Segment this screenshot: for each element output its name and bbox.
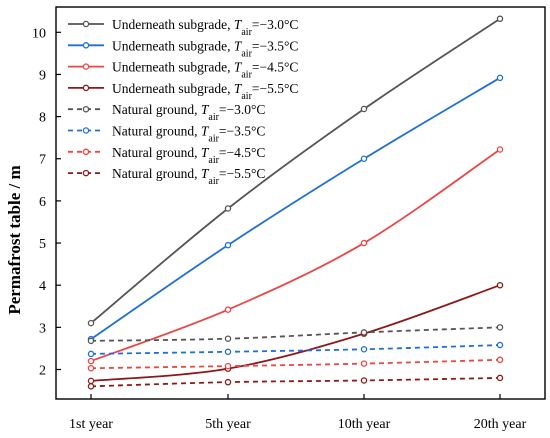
legend-marker — [82, 20, 90, 28]
plot-frame — [55, 6, 546, 400]
data-point — [496, 15, 504, 23]
legend-entry-7: Natural ground, Tair=−4.5°C — [68, 145, 265, 166]
data-point — [224, 335, 232, 342]
data-point — [360, 105, 368, 113]
series-1 — [87, 15, 504, 327]
data-point — [496, 374, 504, 382]
legend-label: Natural ground, Tair=−4.5°C — [112, 145, 265, 166]
x-tick-label: 20th year — [474, 417, 527, 432]
data-point — [496, 356, 504, 364]
y-tick-label: 5 — [39, 237, 46, 252]
series-6 — [87, 341, 504, 358]
y-tick-label: 8 — [39, 111, 46, 126]
series-line — [90, 77, 501, 340]
y-tick-label: 2 — [39, 363, 46, 378]
data-point — [224, 306, 232, 313]
y-tick-label: 10 — [32, 26, 46, 41]
series-7 — [87, 356, 504, 372]
legend-marker — [82, 42, 90, 49]
data-point — [496, 341, 504, 349]
data-point — [496, 74, 504, 82]
legend-marker — [82, 63, 90, 70]
data-point — [224, 362, 232, 370]
data-point — [360, 239, 368, 247]
data-point — [224, 378, 232, 386]
data-point — [87, 364, 95, 372]
legend-marker — [82, 127, 90, 134]
data-point — [87, 350, 95, 358]
legend-label: Natural ground, Tair=−3.5°C — [112, 124, 265, 145]
x-tick-label: 5th year — [205, 417, 251, 432]
data-point — [224, 241, 232, 249]
data-point — [87, 383, 95, 390]
legend-marker — [82, 148, 90, 156]
legend-entry-5: Natural ground, Tair=−3.0°C — [68, 102, 265, 123]
data-point — [87, 337, 95, 345]
y-tick-label: 3 — [39, 321, 46, 336]
series-line — [90, 284, 501, 382]
data-point — [496, 324, 504, 331]
legend-entry-4: Underneath subgrade, Tair=−5.5°C — [68, 81, 298, 102]
series-layer — [87, 15, 504, 390]
series-line — [90, 148, 501, 362]
legend-entry-1: Underneath subgrade, Tair=−3.0°C — [68, 17, 298, 38]
x-tick-label: 10th year — [338, 417, 391, 432]
legend-label: Natural ground, Tair=−5.5°C — [112, 166, 265, 187]
legend-label: Underneath subgrade, Tair=−5.5°C — [112, 81, 298, 102]
y-tick-label: 7 — [39, 153, 46, 168]
data-point — [360, 346, 368, 353]
y-tick-label: 4 — [39, 279, 46, 294]
data-point — [224, 205, 232, 212]
data-point — [360, 329, 368, 336]
series-5 — [87, 324, 504, 345]
data-point — [87, 377, 95, 385]
data-point — [87, 319, 95, 327]
axes-layer: 2 3 4 5 6 7 8 9 10 1st year 5th year 10th year 20th … — [32, 6, 546, 432]
x-tick-label: 1st year — [69, 417, 113, 432]
data-point — [496, 146, 504, 153]
legend-marker — [82, 84, 90, 92]
legend-label: Underneath subgrade, Tair=−4.5°C — [112, 60, 298, 81]
data-point — [360, 155, 368, 162]
legend-marker — [82, 105, 90, 113]
data-point — [224, 348, 232, 356]
data-point — [496, 281, 504, 289]
y-axis-title: Permafrost table / m — [5, 165, 24, 314]
series-2 — [87, 74, 504, 343]
series-3 — [87, 146, 504, 365]
legend-label: Underneath subgrade, Tair=−3.0°C — [112, 17, 298, 38]
legend-marker — [82, 169, 90, 177]
legend-label: Underneath subgrade, Tair=−3.5°C — [112, 38, 298, 59]
legend-entry-6: Natural ground, Tair=−3.5°C — [68, 124, 265, 145]
data-point — [360, 377, 368, 384]
legend-entry-8: Natural ground, Tair=−5.5°C — [68, 166, 265, 187]
data-point — [87, 357, 95, 365]
y-tick-label: 9 — [39, 68, 46, 83]
legend-entry-2: Underneath subgrade, Tair=−3.5°C — [68, 38, 298, 59]
series-line — [90, 18, 501, 324]
legend-entry-3: Underneath subgrade, Tair=−4.5°C — [68, 60, 298, 81]
y-tick-label: 6 — [39, 195, 46, 210]
legend-label: Natural ground, Tair=−3.0°C — [112, 102, 265, 123]
data-point — [360, 360, 368, 367]
series-8 — [87, 374, 504, 390]
legend: Underneath subgrade, Tair=−3.0°CUndernea… — [68, 17, 298, 187]
